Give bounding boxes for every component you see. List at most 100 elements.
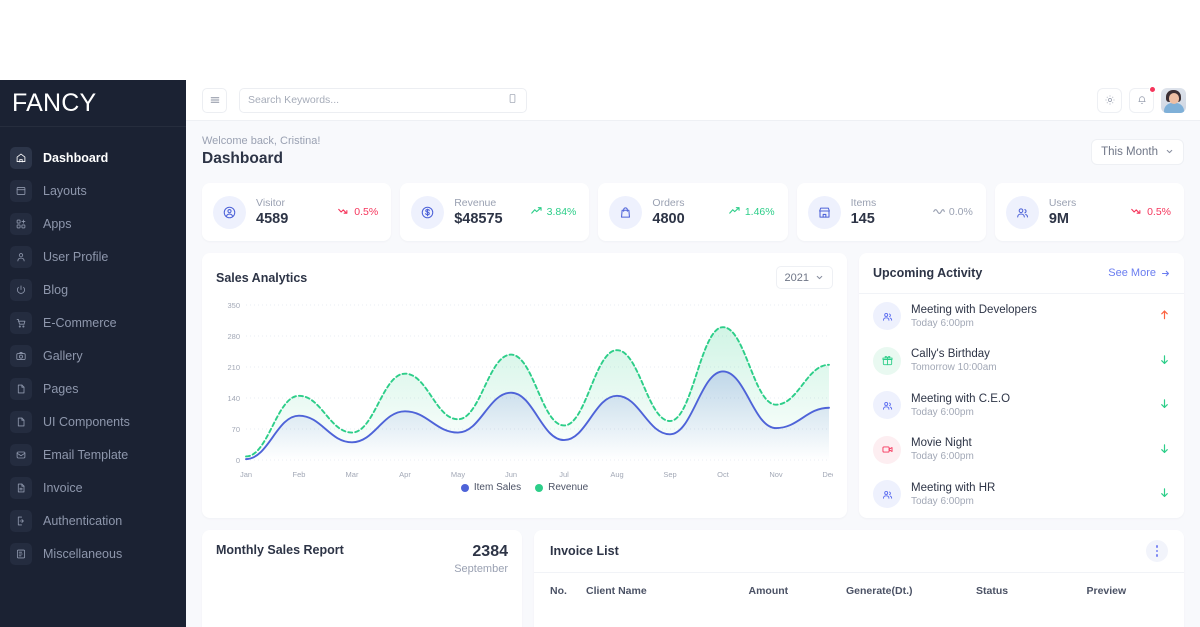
store-icon	[807, 195, 841, 229]
gear-icon[interactable]	[1097, 87, 1122, 113]
kebab-icon[interactable]	[1146, 540, 1168, 562]
stat-label: Users	[1048, 197, 1077, 209]
sidebar-item-pages[interactable]: Pages	[0, 372, 186, 405]
page-title: Dashboard	[202, 150, 283, 167]
legend-label: Revenue	[548, 482, 589, 493]
svg-text:Sep: Sep	[663, 470, 676, 479]
svg-text:210: 210	[227, 363, 240, 372]
period-filter[interactable]: This Month	[1091, 138, 1184, 165]
header-actions	[1097, 85, 1186, 113]
home-icon	[10, 146, 32, 169]
document-icon	[10, 476, 32, 499]
sidebar-item-label: E-Commerce	[43, 315, 117, 330]
page-heading-block: Welcome back, Cristina! Dashboard	[202, 135, 320, 168]
activity-trend-down-icon	[1159, 487, 1170, 501]
activity-item[interactable]: Movie Night Today 6:00pm	[859, 428, 1184, 473]
legend-item-item-sales[interactable]: Item Sales	[460, 482, 522, 493]
sidebar-item-email-template[interactable]: Email Template	[0, 438, 186, 471]
stat-delta: 0.0%	[933, 206, 973, 218]
legend-label: Item Sales	[473, 482, 522, 493]
sidebar-item-dashboard[interactable]: Dashboard	[0, 141, 186, 174]
brand-logo[interactable]: FANCY	[0, 80, 186, 127]
page-header: Welcome back, Cristina! Dashboard This M…	[202, 135, 1184, 168]
legend-item-revenue[interactable]: Revenue	[535, 482, 588, 493]
sidebar-item-label: Layouts	[43, 183, 87, 198]
avatar[interactable]	[1161, 87, 1186, 113]
trend-up-icon	[729, 206, 741, 218]
sidebar-item-gallery[interactable]: Gallery	[0, 339, 186, 372]
stat-value: 9M	[1048, 211, 1069, 227]
power-icon	[10, 278, 32, 301]
sales-chart: 0 70 140 210 280 350 Jan Feb Mar Apr May Jun Jul Aug S…	[227, 301, 833, 479]
stat-delta-value: 0.5%	[1147, 206, 1172, 218]
year-label: 2021	[784, 271, 809, 284]
stat-delta: 0.5%	[1131, 206, 1171, 218]
activity-item[interactable]: Cally's Birthday Tomorrow 10:00am	[859, 339, 1184, 384]
chevron-down-icon	[816, 275, 823, 280]
hamburger-icon[interactable]	[202, 87, 227, 113]
stat-label: Revenue	[454, 197, 497, 209]
user-icon	[10, 245, 32, 268]
svg-text:Jan: Jan	[240, 470, 252, 479]
stat-card-users: Users 9M 0.5%	[994, 183, 1185, 241]
chart-header: Sales Analytics 2021	[216, 266, 833, 289]
activity-time: Today 6:00pm	[911, 451, 974, 463]
invoice-column-header: Generate(Dt.)	[846, 585, 913, 597]
stat-delta-value: 3.84%	[546, 206, 577, 218]
activity-title-text: Meeting with Developers	[911, 303, 1037, 316]
invoice-table-header-row: No. Client Name Amount Generate(Dt.) Status P…	[534, 573, 1184, 597]
sidebar-item-invoice[interactable]: Invoice	[0, 471, 186, 504]
sidebar-item-label: Pages	[43, 381, 79, 396]
file-icon	[10, 410, 32, 433]
trend-up-icon	[530, 206, 543, 218]
sidebar-item-layouts[interactable]: Layouts	[0, 174, 186, 207]
stat-label: Visitor	[256, 197, 285, 209]
activity-item[interactable]: Meeting with HR Today 6:00pm	[859, 472, 1184, 517]
bag-icon	[609, 195, 643, 229]
mobile-icon	[507, 91, 518, 109]
people-icon	[873, 391, 901, 420]
legend-color-swatch	[535, 483, 544, 492]
msr-value: 2384	[472, 543, 508, 560]
period-label: This Month	[1101, 145, 1158, 158]
sidebar-item-label: Invoice	[43, 480, 83, 495]
svg-text:Mar: Mar	[346, 470, 359, 479]
see-more-link[interactable]: See More	[1108, 267, 1170, 279]
svg-text:0: 0	[236, 456, 240, 465]
sidebar-item-miscellaneous[interactable]: Miscellaneous	[0, 537, 186, 570]
stat-card-items: Items 145 0.0%	[796, 183, 986, 241]
people-icon	[873, 480, 901, 509]
sidebar-item-e-commerce[interactable]: E-Commerce	[0, 306, 186, 339]
sidebar-item-ui-components[interactable]: UI Components	[0, 405, 186, 438]
activity-title-text: Movie Night	[911, 437, 972, 450]
bell-icon[interactable]	[1129, 85, 1156, 113]
invoice-column-header: Amount	[748, 585, 789, 597]
search-input[interactable]	[248, 94, 507, 106]
monthly-sales-report-card: Monthly Sales Report 2384 September	[202, 530, 522, 627]
search-box[interactable]	[239, 87, 527, 113]
svg-text:Dec: Dec	[822, 470, 833, 479]
notification-badge	[1149, 85, 1156, 93]
sidebar-item-authentication[interactable]: Authentication	[0, 504, 186, 537]
sidebar-item-label: Gallery	[43, 348, 83, 363]
sidebar-item-user-profile[interactable]: User Profile	[0, 240, 186, 273]
stat-label: Orders	[652, 197, 685, 209]
invoice-list-card: Invoice List No. Client Name Amount Generat…	[534, 530, 1184, 627]
activity-item[interactable]: Meeting with Developers Today 6:00pm	[859, 294, 1184, 339]
chevron-down-icon	[1166, 149, 1173, 154]
year-filter[interactable]: 2021	[775, 266, 833, 289]
main-content: Welcome back, Cristina! Dashboard This M…	[186, 121, 1200, 627]
sidebar-item-label: Email Template	[43, 447, 129, 462]
msr-header: Monthly Sales Report 2384 September	[216, 543, 508, 575]
activity-header: Upcoming Activity See More	[859, 253, 1184, 294]
sidebar-item-blog[interactable]: Blog	[0, 273, 186, 306]
see-more-label: See More	[1108, 267, 1156, 279]
legend-color-swatch	[460, 483, 469, 492]
sidebar-item-apps[interactable]: Apps	[0, 207, 186, 240]
activity-item[interactable]: Meeting with C.E.O Today 6:00pm	[859, 383, 1184, 428]
svg-text:Feb: Feb	[293, 470, 306, 479]
apps-icon	[10, 212, 32, 235]
people-icon	[873, 302, 901, 331]
invoice-column-header: Preview	[1086, 585, 1127, 597]
